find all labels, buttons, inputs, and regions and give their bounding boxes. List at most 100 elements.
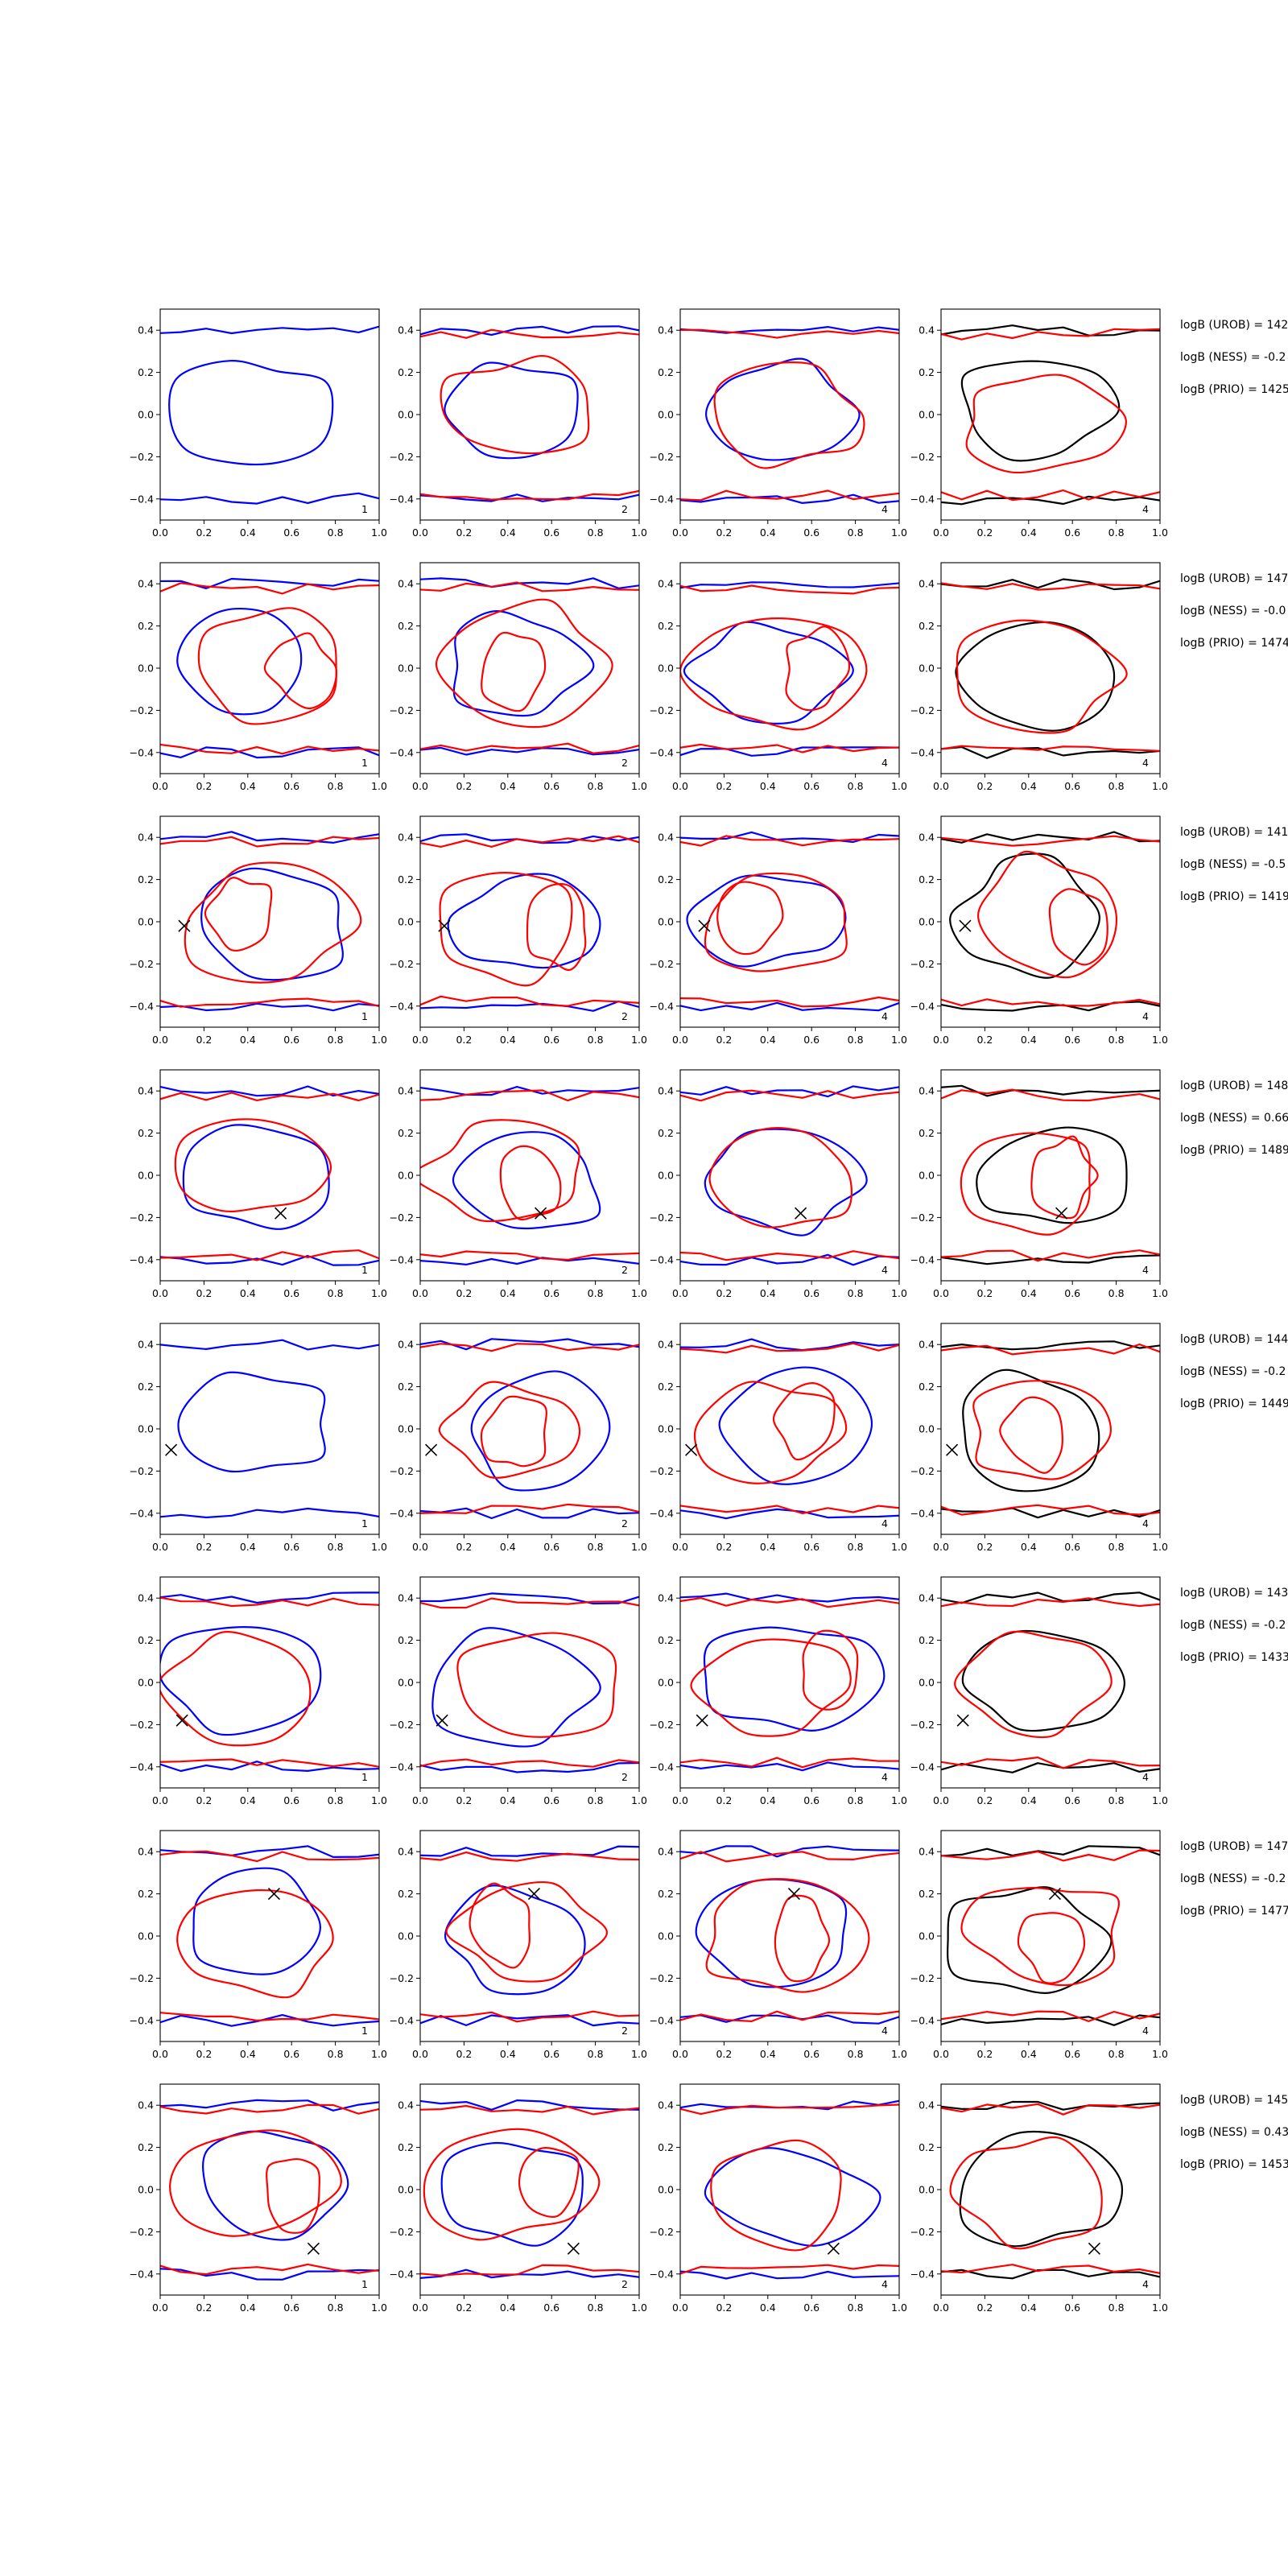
x-tick-label: 1.0 bbox=[891, 2048, 907, 2060]
x-tick-label: 0.2 bbox=[976, 526, 993, 539]
panel-label: 1 bbox=[361, 757, 368, 769]
x-tick-label: 0.0 bbox=[933, 526, 949, 539]
red-contour-line bbox=[160, 582, 379, 595]
x-tick-label: 0.8 bbox=[328, 2301, 344, 2314]
y-tick-label: −0.2 bbox=[130, 1972, 154, 1984]
y-tick-label: −0.2 bbox=[390, 451, 414, 463]
y-tick-label: 0.0 bbox=[138, 663, 154, 675]
axes-frame bbox=[679, 1576, 900, 1789]
red-contour-line bbox=[941, 745, 1160, 752]
y-tick-label: 0.0 bbox=[138, 916, 154, 928]
logb-annotation: logB (PRIO) = 1474 bbox=[1180, 637, 1288, 650]
x-tick-label: 0.8 bbox=[1108, 2048, 1125, 2060]
y-tick-label: −0.2 bbox=[910, 704, 935, 716]
panel-label: 4 bbox=[1142, 1771, 1149, 1783]
y-tick-label: −0.4 bbox=[910, 1507, 935, 1519]
blue-contour-line bbox=[683, 621, 854, 724]
x-tick-label: 0.4 bbox=[1021, 780, 1037, 792]
x-tick-label: 0.0 bbox=[933, 1541, 949, 1553]
y-tick-label: 0.2 bbox=[138, 1634, 154, 1646]
x-tick-label: 0.4 bbox=[500, 526, 516, 539]
panel-label: 1 bbox=[361, 2025, 368, 2037]
x-tick-label: 0.6 bbox=[543, 1287, 559, 1299]
x-tick-label: 0.0 bbox=[672, 1794, 688, 1806]
x-tick-label: 0.6 bbox=[283, 1541, 299, 1553]
red-contour-line bbox=[680, 2264, 899, 2275]
blue-contour-line bbox=[420, 1845, 639, 1857]
y-tick-label: 0.2 bbox=[138, 873, 154, 886]
panel-label: 1 bbox=[361, 1010, 368, 1022]
red-contour-line bbox=[526, 883, 587, 972]
figure-row: 0.0 0.2 0.4 0.6 0.8 1.00.40.20.0−0.2−0.410.0 0… bbox=[130, 1830, 1288, 2060]
contour-panel: 0.0 0.2 0.4 0.6 0.8 1.0 0.4 0.2 0.0 −0.2 −0.4 2 bbox=[390, 562, 647, 792]
x-tick-label: 0.2 bbox=[976, 2048, 993, 2060]
blue-contour-line bbox=[680, 1592, 899, 1603]
red-contour-line bbox=[420, 1089, 639, 1102]
y-tick-label: 0.0 bbox=[919, 916, 935, 928]
logb-annotation: logB (NESS) = 0.66 bbox=[1180, 1112, 1288, 1125]
contour-lines bbox=[941, 324, 1160, 506]
panel-label: 4 bbox=[1142, 757, 1149, 769]
contour-panel: 0.0 0.2 0.4 0.6 0.8 1.0 0.4 0.2 0.0 −0.2 −0.4 1 bbox=[130, 1576, 387, 1806]
y-tick-label: 0.4 bbox=[398, 1592, 414, 1604]
marker-x bbox=[1088, 2242, 1100, 2255]
panel-label: 1 bbox=[361, 1771, 368, 1783]
red-contour-line bbox=[184, 861, 362, 984]
red-contour-line bbox=[420, 1119, 580, 1223]
y-tick-label: 0.2 bbox=[658, 620, 674, 632]
x-tick-label: 0.8 bbox=[848, 1794, 864, 1806]
blue-contour-line bbox=[703, 1626, 886, 1732]
red-contour-line bbox=[160, 1596, 379, 1608]
y-tick-label: 0.4 bbox=[138, 324, 154, 336]
contour-lines bbox=[941, 1340, 1160, 1519]
y-tick-label: −0.4 bbox=[390, 746, 414, 758]
logb-annotation: logB (NESS) = -0.2 bbox=[1180, 1872, 1286, 1885]
y-tick-label: −0.4 bbox=[130, 1253, 154, 1265]
x-tick-label: 0.2 bbox=[196, 1287, 212, 1299]
red-contour-line bbox=[680, 835, 899, 847]
y-tick-label: 0.4 bbox=[658, 324, 674, 336]
logb-annotation: logB (UROB) = 142 bbox=[1180, 319, 1288, 332]
y-tick-label: 0.4 bbox=[919, 1846, 935, 1858]
contour-lines bbox=[941, 1084, 1160, 1265]
x-tick-label: 0.2 bbox=[196, 2301, 212, 2314]
contour-lines bbox=[160, 2099, 379, 2281]
x-tick-label: 0.6 bbox=[543, 1794, 559, 1806]
red-contour-line bbox=[160, 1758, 379, 1769]
blue-contour-line bbox=[680, 1338, 899, 1352]
x-tick-label: 1.0 bbox=[891, 1541, 907, 1553]
marker-x bbox=[1055, 1207, 1068, 1220]
x-tick-label: 0.2 bbox=[976, 1794, 993, 1806]
red-contour-line bbox=[176, 1889, 334, 1999]
red-contour-line bbox=[680, 743, 899, 753]
red-contour-line bbox=[160, 2012, 379, 2022]
x-tick-label: 0.2 bbox=[456, 780, 472, 792]
logb-annotation: logB (UROB) = 141 bbox=[1180, 826, 1288, 839]
x-tick-label: 0.4 bbox=[1021, 1541, 1037, 1553]
black-contour-line bbox=[961, 1629, 1125, 1732]
red-contour-line bbox=[169, 2129, 342, 2237]
x-tick-label: 0.6 bbox=[543, 2048, 559, 2060]
y-tick-label: −0.4 bbox=[390, 1000, 414, 1012]
y-tick-label: −0.4 bbox=[130, 1000, 154, 1012]
y-tick-label: −0.4 bbox=[910, 1253, 935, 1265]
panel-label: 2 bbox=[621, 757, 628, 769]
x-tick-label: 0.8 bbox=[328, 1034, 344, 1046]
y-tick-label: 0.2 bbox=[138, 1127, 154, 1139]
x-tick-label: 0.2 bbox=[456, 526, 472, 539]
contour-panel: 0.0 0.2 0.4 0.6 0.8 1.0 0.4 0.2 0.0 −0.2 −0.4 4 bbox=[910, 1576, 1168, 1806]
x-tick-label: 0.4 bbox=[760, 526, 776, 539]
marker-x bbox=[567, 2242, 580, 2255]
x-tick-label: 0.0 bbox=[672, 2048, 688, 2060]
red-contour-line bbox=[680, 1851, 899, 1863]
y-tick-label: 0.4 bbox=[398, 2099, 414, 2112]
x-tick-label: 0.4 bbox=[500, 2301, 516, 2314]
x-tick-label: 1.0 bbox=[1152, 1541, 1168, 1553]
y-tick-label: −0.2 bbox=[390, 704, 414, 716]
red-contour-line bbox=[420, 581, 639, 592]
x-tick-label: 1.0 bbox=[371, 1794, 387, 1806]
blue-contour-line bbox=[680, 581, 899, 589]
x-tick-label: 0.6 bbox=[283, 2048, 299, 2060]
x-tick-label: 0.0 bbox=[412, 526, 428, 539]
y-tick-label: 0.2 bbox=[398, 620, 414, 632]
